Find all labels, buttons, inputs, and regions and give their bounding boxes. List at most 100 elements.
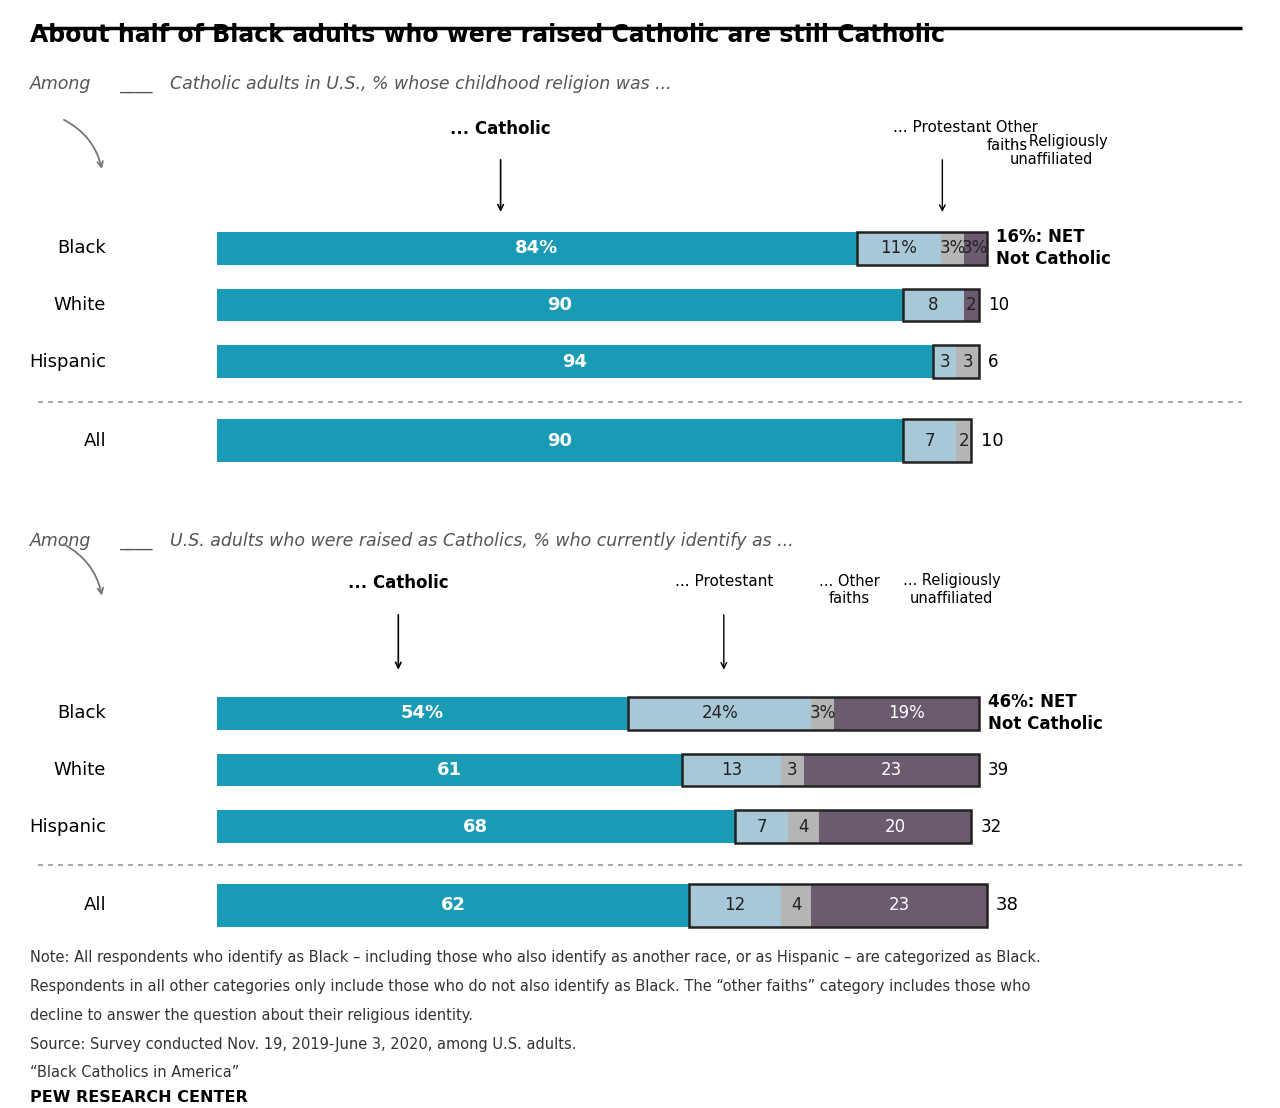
Bar <box>216 753 682 787</box>
Bar <box>216 419 902 462</box>
Bar <box>819 810 972 843</box>
Text: 11%: 11% <box>881 239 918 257</box>
Text: 10: 10 <box>980 431 1004 450</box>
Bar <box>216 232 858 265</box>
Bar <box>628 697 979 730</box>
Text: Hispanic: Hispanic <box>29 818 106 835</box>
Text: Catholic adults in U.S., % whose childhood religion was ...: Catholic adults in U.S., % whose childho… <box>170 75 672 93</box>
Text: Hispanic: Hispanic <box>29 352 106 371</box>
Bar <box>964 288 979 321</box>
Bar <box>781 884 812 927</box>
Bar <box>682 753 979 787</box>
Text: U.S. adults who were raised as Catholics, % who currently identify as ...: U.S. adults who were raised as Catholics… <box>170 532 794 550</box>
Text: 54%: 54% <box>401 705 444 722</box>
Text: ... Catholic: ... Catholic <box>451 121 550 138</box>
Text: Black: Black <box>58 239 106 257</box>
Text: ... Protestant: ... Protestant <box>893 121 992 135</box>
Text: ____: ____ <box>119 532 152 550</box>
Text: decline to answer the question about their religious identity.: decline to answer the question about the… <box>29 1007 474 1023</box>
Bar <box>216 884 690 927</box>
Text: 4: 4 <box>799 818 809 835</box>
Text: 7: 7 <box>756 818 767 835</box>
Text: 10: 10 <box>988 296 1010 314</box>
Text: 20: 20 <box>884 818 906 835</box>
Bar <box>933 346 956 378</box>
Bar <box>902 419 956 462</box>
Bar <box>804 753 979 787</box>
Text: 2: 2 <box>966 296 977 314</box>
Bar <box>858 232 987 265</box>
Text: 4: 4 <box>791 896 801 914</box>
Text: 13: 13 <box>721 761 742 779</box>
Bar <box>735 810 788 843</box>
Text: 90: 90 <box>548 431 572 450</box>
Bar <box>964 232 987 265</box>
Text: Source: Survey conducted Nov. 19, 2019-June 3, 2020, among U.S. adults.: Source: Survey conducted Nov. 19, 2019-J… <box>29 1037 576 1051</box>
Text: 3: 3 <box>963 352 973 371</box>
Text: White: White <box>54 296 106 314</box>
Bar <box>628 697 812 730</box>
Text: 94: 94 <box>562 352 588 371</box>
Bar <box>781 753 804 787</box>
Text: 68: 68 <box>463 818 489 835</box>
Text: 38: 38 <box>996 896 1019 914</box>
Bar <box>858 232 941 265</box>
Bar <box>902 288 964 321</box>
Text: 84%: 84% <box>516 239 558 257</box>
Bar <box>682 753 781 787</box>
Text: About half of Black adults who were raised Catholic are still Catholic: About half of Black adults who were rais… <box>29 23 945 48</box>
Bar <box>690 884 987 927</box>
Text: 23: 23 <box>888 896 910 914</box>
Bar <box>216 697 628 730</box>
Text: 3%: 3% <box>810 705 836 722</box>
Text: 90: 90 <box>548 296 572 314</box>
Text: 39: 39 <box>988 761 1010 779</box>
Text: ... Other
faiths: ... Other faiths <box>819 574 879 606</box>
Text: 46%: NET
Not Catholic: 46%: NET Not Catholic <box>988 694 1103 733</box>
Bar <box>690 884 781 927</box>
Bar <box>216 346 933 378</box>
Text: Among: Among <box>29 532 91 550</box>
Text: ... Catholic: ... Catholic <box>348 574 448 592</box>
Text: 8: 8 <box>928 296 938 314</box>
Text: 7: 7 <box>924 431 934 450</box>
Text: 19%: 19% <box>888 705 925 722</box>
Bar <box>933 346 979 378</box>
Text: 24%: 24% <box>701 705 739 722</box>
Text: 12: 12 <box>724 896 746 914</box>
Bar <box>956 346 979 378</box>
Text: All: All <box>83 431 106 450</box>
Text: 2: 2 <box>959 431 969 450</box>
Text: 6: 6 <box>988 352 998 371</box>
Text: Respondents in all other categories only include those who do not also identify : Respondents in all other categories only… <box>29 978 1030 994</box>
Text: 16%: NET
Not Catholic: 16%: NET Not Catholic <box>996 228 1111 268</box>
Text: ... Religiously
unaffiliated: ... Religiously unaffiliated <box>902 574 1001 606</box>
Text: 23: 23 <box>881 761 902 779</box>
Text: Note: All respondents who identify as Black – including those who also identify : Note: All respondents who identify as Bl… <box>29 950 1041 965</box>
Bar <box>812 697 835 730</box>
Text: “Black Catholics in America”: “Black Catholics in America” <box>29 1066 239 1080</box>
Text: 3: 3 <box>787 761 797 779</box>
Text: 61: 61 <box>436 761 462 779</box>
Text: ____: ____ <box>119 75 152 93</box>
Bar <box>956 419 972 462</box>
Text: 62: 62 <box>440 896 466 914</box>
Bar <box>216 810 735 843</box>
Text: ... Other
faiths: ... Other faiths <box>977 121 1038 153</box>
Text: ... Religiously
unaffiliated: ... Religiously unaffiliated <box>1010 134 1107 166</box>
Text: 32: 32 <box>980 818 1002 835</box>
Text: 3%: 3% <box>963 239 988 257</box>
Text: Black: Black <box>58 705 106 722</box>
Text: 3%: 3% <box>940 239 965 257</box>
Text: White: White <box>54 761 106 779</box>
Bar <box>735 810 972 843</box>
Text: ... Protestant: ... Protestant <box>675 574 773 588</box>
Bar <box>941 232 964 265</box>
Bar <box>812 884 987 927</box>
Text: PEW RESEARCH CENTER: PEW RESEARCH CENTER <box>29 1089 248 1105</box>
Text: All: All <box>83 896 106 914</box>
Text: 3: 3 <box>940 352 950 371</box>
Bar <box>788 810 819 843</box>
Bar <box>902 419 972 462</box>
Text: Among: Among <box>29 75 91 93</box>
